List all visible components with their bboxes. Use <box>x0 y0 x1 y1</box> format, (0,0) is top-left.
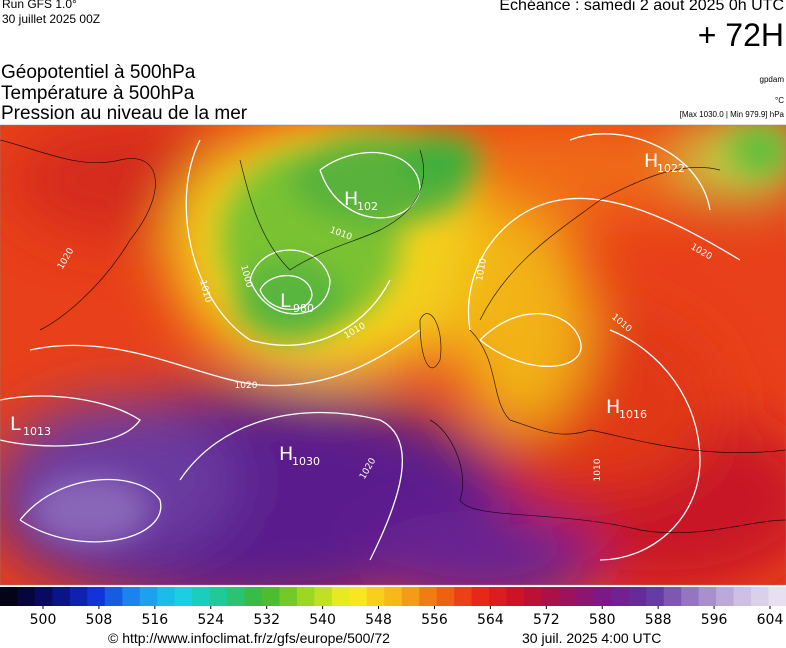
field <box>0 125 786 585</box>
isobar-label: 1010 <box>475 257 489 282</box>
colorbar-label: 516 <box>141 612 168 628</box>
run-date: 30 juillet 2025 00Z <box>2 12 101 26</box>
colorbar-swatch <box>751 587 770 606</box>
colorbar-swatch <box>768 587 786 606</box>
colorbar-swatch <box>296 587 315 606</box>
colorbar-label: 508 <box>86 612 113 628</box>
colorbar-swatch <box>628 587 647 606</box>
colorbar-swatch <box>576 587 595 606</box>
colorbar-swatch <box>436 587 455 606</box>
colorbar-label: 556 <box>421 612 448 628</box>
colorbar-swatch <box>681 587 700 606</box>
center-value: 102 <box>357 200 378 213</box>
colorbar-swatch <box>454 587 473 606</box>
unit: gpdam <box>759 75 784 84</box>
title: Température à 500hPa <box>1 83 195 104</box>
colorbar-swatch <box>244 587 263 606</box>
colorbar-label: 588 <box>645 612 672 628</box>
colorbar-swatch <box>122 587 141 606</box>
colorbar-swatch <box>209 587 228 606</box>
colorbar-swatch <box>314 587 333 606</box>
colorbar-label: 540 <box>309 612 336 628</box>
colorbar-swatch <box>104 587 123 606</box>
colorbar-swatch <box>17 587 36 606</box>
center-letter: H <box>644 150 658 172</box>
colorbar-swatch <box>698 587 717 606</box>
colorbar-label: 500 <box>30 612 57 628</box>
center-value: 1022 <box>657 162 685 175</box>
colorbar-swatch <box>87 587 106 606</box>
colorbar-label: 532 <box>253 612 280 628</box>
unit: [Max 1030.0 | Min 979.9] hPa <box>679 110 784 119</box>
colorbar-swatch <box>349 587 368 606</box>
center-letter: L <box>10 413 21 435</box>
colorbar-swatch <box>174 587 193 606</box>
colorbar-swatch <box>139 587 158 606</box>
title: Géopotentiel à 500hPa <box>1 62 196 83</box>
colorbar-swatch <box>366 587 385 606</box>
colorbar-swatch <box>192 587 211 606</box>
colorbar-swatch <box>419 587 438 606</box>
center-letter: H <box>606 396 620 418</box>
unit: °C <box>775 96 784 105</box>
colorbar-label: 564 <box>477 612 504 628</box>
colorbar-swatch <box>384 587 403 606</box>
title: Pression au niveau de la mer <box>1 103 248 124</box>
colorbar-swatch <box>489 587 508 606</box>
center-letter: H <box>279 443 293 465</box>
colorbar-swatch <box>663 587 682 606</box>
colorbar-swatch <box>524 587 542 606</box>
forecast-time: Echéance : samedi 2 aout 2025 0h UTC <box>499 0 784 14</box>
colorbar-swatch <box>401 587 420 606</box>
colorbar-swatch <box>593 587 612 606</box>
colorbar-swatch <box>262 587 280 606</box>
colorbar-swatch <box>716 587 735 606</box>
colorbar-label: 524 <box>197 612 224 628</box>
colorbar-swatch <box>0 587 18 606</box>
colorbar-swatch <box>733 587 752 606</box>
coastlines <box>0 139 786 534</box>
run-label: Run GFS 1.0° <box>2 0 77 11</box>
colorbar-swatch <box>157 587 176 606</box>
colorbar-label: 548 <box>365 612 392 628</box>
lead-time: + 72H <box>697 17 784 53</box>
colorbar-swatch <box>227 587 246 606</box>
colorbar-swatch <box>558 587 577 606</box>
colorbar-label: 572 <box>533 612 560 628</box>
colorbar-swatch <box>471 587 490 606</box>
colorbar-swatch <box>52 587 71 606</box>
colorbar-swatch <box>646 587 665 606</box>
colorbar: 500 508 516 524 532 540 548 556 564 572 580 588 596 6… <box>0 587 786 628</box>
colorbar-label: 604 <box>757 612 784 628</box>
center-value: 1030 <box>292 455 320 468</box>
center-value: 1013 <box>23 425 51 438</box>
isobar-label: 1020 <box>235 381 258 391</box>
colorbar-swatch <box>331 587 350 606</box>
colorbar-swatch <box>506 587 525 606</box>
colorbar-swatch <box>69 587 88 606</box>
colorbar-swatch <box>34 587 53 606</box>
center-value: 980 <box>293 302 314 315</box>
colorbar-label: 596 <box>701 612 728 628</box>
colorbar-swatch <box>541 587 560 606</box>
source-url: © http://www.infoclimat.fr/z/gfs/europe/… <box>108 630 390 646</box>
colorbar-swatch <box>611 587 630 606</box>
center-letter: H <box>344 188 358 210</box>
isobar-label: 1010 <box>593 458 603 481</box>
colorbar-label: 580 <box>589 612 616 628</box>
center-letter: L <box>280 290 291 312</box>
colorbar-swatch <box>279 587 298 606</box>
isobars <box>0 133 741 561</box>
footer-time: 30 juil. 2025 4:00 UTC <box>522 630 662 646</box>
center-value: 1016 <box>619 408 647 421</box>
